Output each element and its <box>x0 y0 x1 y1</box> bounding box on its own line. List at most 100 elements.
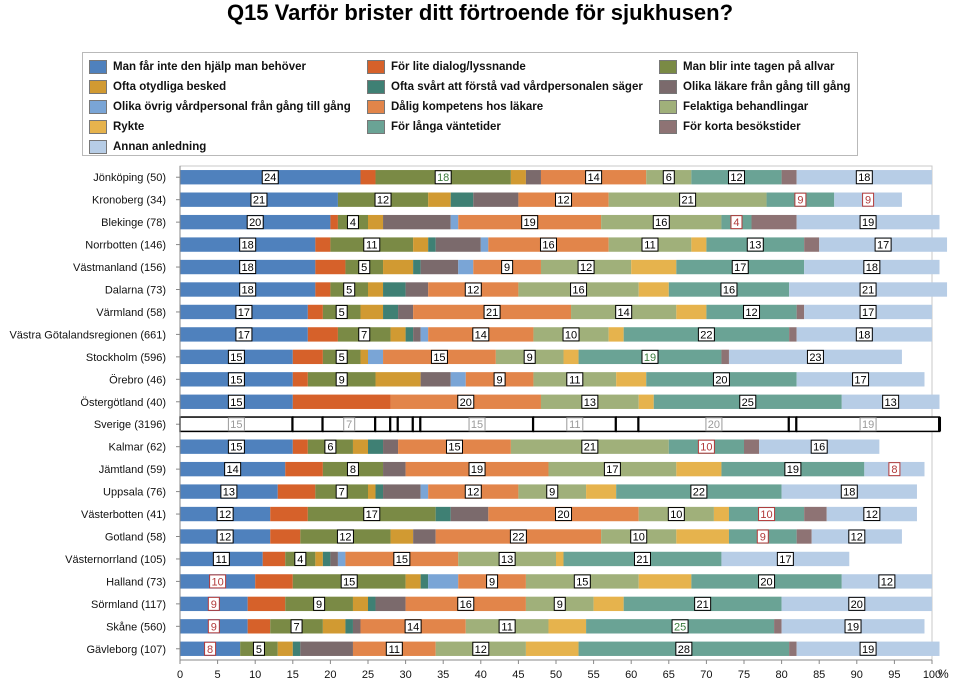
legend-item: För korta besökstider <box>659 119 801 135</box>
category-label: Uppsala (76) <box>103 487 166 499</box>
data-label: 9 <box>497 374 503 386</box>
data-label-box <box>224 462 242 477</box>
data-label-box <box>207 619 220 634</box>
bar-segment <box>721 349 729 365</box>
bar-segment <box>405 574 421 589</box>
bar-segment <box>292 394 391 409</box>
data-label-box <box>358 327 371 342</box>
data-label: 8 <box>891 464 897 476</box>
data-label-box <box>324 439 337 454</box>
data-label: 5 <box>256 644 262 656</box>
bar-segment <box>368 484 376 499</box>
data-label-box <box>335 484 348 499</box>
data-label-box <box>855 170 873 185</box>
data-label: 12 <box>745 307 757 319</box>
bar-segment <box>262 551 286 567</box>
x-tick-label: 80 <box>775 669 787 681</box>
data-label-box <box>727 170 745 185</box>
data-label: 12 <box>851 532 863 544</box>
bar-segment <box>608 327 624 342</box>
data-label-box <box>581 439 599 454</box>
data-label-box <box>585 170 603 185</box>
legend-item: För lite dialog/lyssnande <box>367 59 526 75</box>
x-tick-label: 0 <box>177 669 183 681</box>
data-label: 13 <box>584 397 596 409</box>
bar-segment <box>375 484 384 499</box>
bar-segment <box>616 372 647 387</box>
bar-segment <box>420 327 429 342</box>
data-label: 20 <box>851 599 863 611</box>
data-label: 21 <box>636 554 648 566</box>
data-label: 17 <box>877 240 889 252</box>
data-label-box <box>227 372 245 387</box>
stacked-bar-chart: 0 5 10 15 20 25 30 35 40 45 50 55 60 65 70 75 80 85 90 95 10… <box>9 165 949 681</box>
legend-item: Man blir inte tagen på allvar <box>659 59 834 75</box>
data-label-box <box>261 170 279 185</box>
data-label-box <box>220 484 238 499</box>
data-label: 4 <box>733 217 739 229</box>
data-label: 19 <box>787 464 799 476</box>
data-label: 17 <box>238 329 250 341</box>
data-label-box <box>848 596 866 611</box>
data-label-box <box>404 619 422 634</box>
legend-swatch <box>367 100 385 114</box>
data-label: 14 <box>475 329 487 341</box>
data-label: 20 <box>557 509 569 521</box>
data-label: 8 <box>350 464 356 476</box>
data-label-box <box>603 462 621 477</box>
data-label: 11 <box>569 374 580 386</box>
data-label: 20 <box>760 576 772 588</box>
data-label-box <box>577 260 595 275</box>
data-label-box <box>863 507 881 522</box>
bar-segment <box>804 506 827 522</box>
data-label: 11 <box>501 621 512 633</box>
data-label-box <box>566 372 584 387</box>
bar-segment <box>586 484 617 499</box>
data-label-box <box>335 349 348 364</box>
data-label: 18 <box>858 329 870 341</box>
data-label: 5 <box>339 307 345 319</box>
data-label-box <box>385 641 403 656</box>
data-label: 20 <box>249 217 261 229</box>
category-label: Östergötland (40) <box>80 397 166 409</box>
bar-segment <box>322 551 331 567</box>
data-label-box <box>546 484 559 499</box>
data-label-box <box>705 417 723 432</box>
legend-swatch <box>89 140 107 154</box>
bar-segment <box>345 619 353 634</box>
data-label: 17 <box>862 307 874 319</box>
data-label-box <box>806 349 824 364</box>
data-label: 18 <box>843 487 855 499</box>
data-label-box <box>776 551 794 566</box>
data-label-box <box>457 394 475 409</box>
data-label: 12 <box>467 285 479 297</box>
data-label: 16 <box>655 217 667 229</box>
bar-segment <box>270 506 308 522</box>
data-label: 18 <box>437 172 449 184</box>
bar-segment <box>247 619 271 634</box>
x-tick-label: 15 <box>287 669 299 681</box>
data-label: 21 <box>697 599 709 611</box>
data-label: 9 <box>865 195 871 207</box>
category-label: Stockholm (596) <box>86 352 166 364</box>
category-label: Jämtland (59) <box>99 464 166 476</box>
bar-segment <box>375 372 421 387</box>
category-label: Blekinge (78) <box>101 217 166 229</box>
data-label-box <box>784 462 802 477</box>
data-label-box <box>523 349 536 364</box>
bar-segment <box>315 237 331 252</box>
data-label: 17 <box>779 554 791 566</box>
data-label-box <box>501 260 514 275</box>
data-label: 15 <box>230 352 242 364</box>
bar-segment <box>270 529 301 544</box>
category-label: Kalmar (62) <box>109 442 166 454</box>
data-label: 12 <box>219 509 231 521</box>
data-label-box <box>227 439 245 454</box>
data-label: 11 <box>389 644 400 656</box>
category-label: Västra Götalandsregionen (661) <box>9 329 166 341</box>
bar-segment <box>247 596 286 612</box>
data-label: 17 <box>238 307 250 319</box>
x-tick-label: 20 <box>324 669 336 681</box>
data-label-box <box>290 619 303 634</box>
data-label: 10 <box>211 576 223 588</box>
